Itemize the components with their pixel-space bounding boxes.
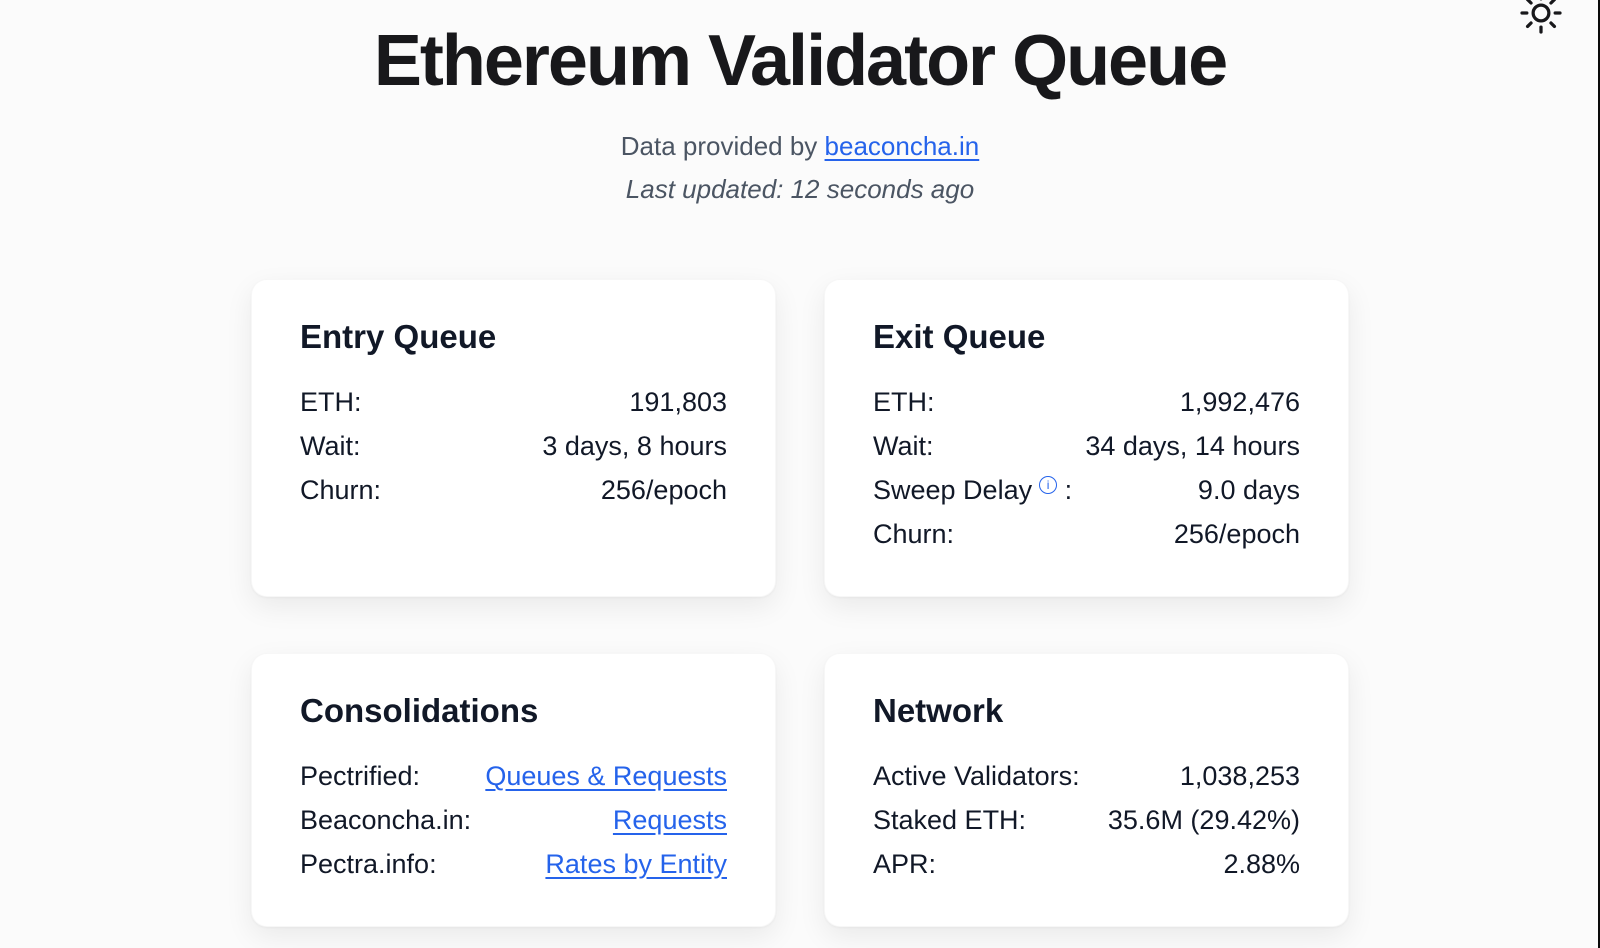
stat-row-exit-eth: ETH: 1,992,476 — [873, 380, 1300, 424]
stat-row-entry-eth: ETH: 191,803 — [300, 380, 727, 424]
stat-label: Wait: — [300, 431, 361, 462]
page-header: Ethereum Validator Queue Data provided b… — [0, 0, 1600, 205]
provider-prefix: Data provided by — [620, 131, 825, 162]
stat-value: 9.0 days — [1197, 475, 1300, 506]
exit-queue-card: Exit Queue ETH: 1,992,476 Wait: 34 days,… — [824, 279, 1349, 598]
stat-label: ETH: — [873, 387, 935, 418]
stat-row-entry-wait: Wait: 3 days, 8 hours — [300, 424, 727, 468]
stat-label: Churn: — [300, 475, 382, 506]
stat-label: Staked ETH: — [873, 805, 1027, 836]
rates-by-entity-link[interactable]: Rates by Entity — [545, 849, 727, 880]
stat-label: Wait: — [873, 431, 934, 462]
stat-label: Active Validators: — [873, 761, 1080, 792]
stat-row-apr: APR: 2.88% — [873, 842, 1300, 886]
page-title: Ethereum Validator Queue — [373, 21, 1228, 101]
link-row-pectra-info: Pectra.info: Rates by Entity — [300, 842, 727, 886]
sweep-delay-label: Sweep Delay — [873, 475, 1033, 506]
stat-value: 34 days, 14 hours — [1085, 431, 1300, 462]
sun-icon — [1518, 0, 1564, 39]
stat-value: 3 days, 8 hours — [542, 431, 727, 462]
link-row-pectrified: Pectrified: Queues & Requests — [300, 754, 727, 798]
info-icon[interactable]: i — [1039, 476, 1058, 495]
stat-label: Pectrified: — [300, 761, 421, 792]
link-row-beaconcha: Beaconcha.in: Requests — [300, 798, 727, 842]
stat-value: 2.88% — [1223, 849, 1300, 880]
stat-row-active-validators: Active Validators: 1,038,253 — [873, 754, 1300, 798]
stat-row-exit-wait: Wait: 34 days, 14 hours — [873, 424, 1300, 468]
consolidations-card: Consolidations Pectrified: Queues & Requ… — [251, 653, 776, 928]
requests-link[interactable]: Requests — [612, 805, 727, 836]
theme-toggle-button[interactable] — [1518, 0, 1564, 39]
queues-and-requests-link[interactable]: Queues & Requests — [485, 761, 727, 792]
stat-label: Beaconcha.in: — [300, 805, 472, 836]
stat-value: 35.6M (29.42%) — [1107, 805, 1300, 836]
stat-row-staked-eth: Staked ETH: 35.6M (29.42%) — [873, 798, 1300, 842]
card-title-exit-queue: Exit Queue — [873, 318, 1046, 356]
card-title-network: Network — [873, 692, 1004, 730]
stat-label: Pectra.info: — [300, 849, 437, 880]
data-provider-line: Data provided by beaconcha.in — [0, 131, 1600, 162]
card-title-entry-queue: Entry Queue — [300, 318, 497, 356]
stat-value: 1,992,476 — [1179, 387, 1300, 418]
stat-row-exit-sweep-delay: Sweep Delay i : 9.0 days — [873, 468, 1300, 512]
sweep-delay-colon: : — [1057, 475, 1073, 506]
stat-row-entry-churn: Churn: 256/epoch — [300, 468, 727, 512]
network-card: Network Active Validators: 1,038,253 Sta… — [824, 653, 1349, 928]
stat-label: Churn: — [873, 519, 955, 550]
stat-value: 1,038,253 — [1179, 761, 1300, 792]
cards-grid: Entry Queue ETH: 191,803 Wait: 3 days, 8… — [251, 279, 1349, 928]
beaconcha-link[interactable]: beaconcha.in — [824, 131, 980, 162]
stat-value: 256/epoch — [600, 475, 727, 506]
stat-label: ETH: — [300, 387, 362, 418]
entry-queue-card: Entry Queue ETH: 191,803 Wait: 3 days, 8… — [251, 279, 776, 598]
card-title-consolidations: Consolidations — [300, 692, 539, 730]
stat-label: APR: — [873, 849, 937, 880]
last-updated-text: Last updated: 12 seconds ago — [625, 174, 975, 205]
window-right-edge-line — [1598, 0, 1600, 948]
stat-value: 256/epoch — [1173, 519, 1300, 550]
stat-label: Sweep Delay i : — [873, 468, 1072, 512]
stat-value: 191,803 — [629, 387, 727, 418]
stat-row-exit-churn: Churn: 256/epoch — [873, 512, 1300, 556]
